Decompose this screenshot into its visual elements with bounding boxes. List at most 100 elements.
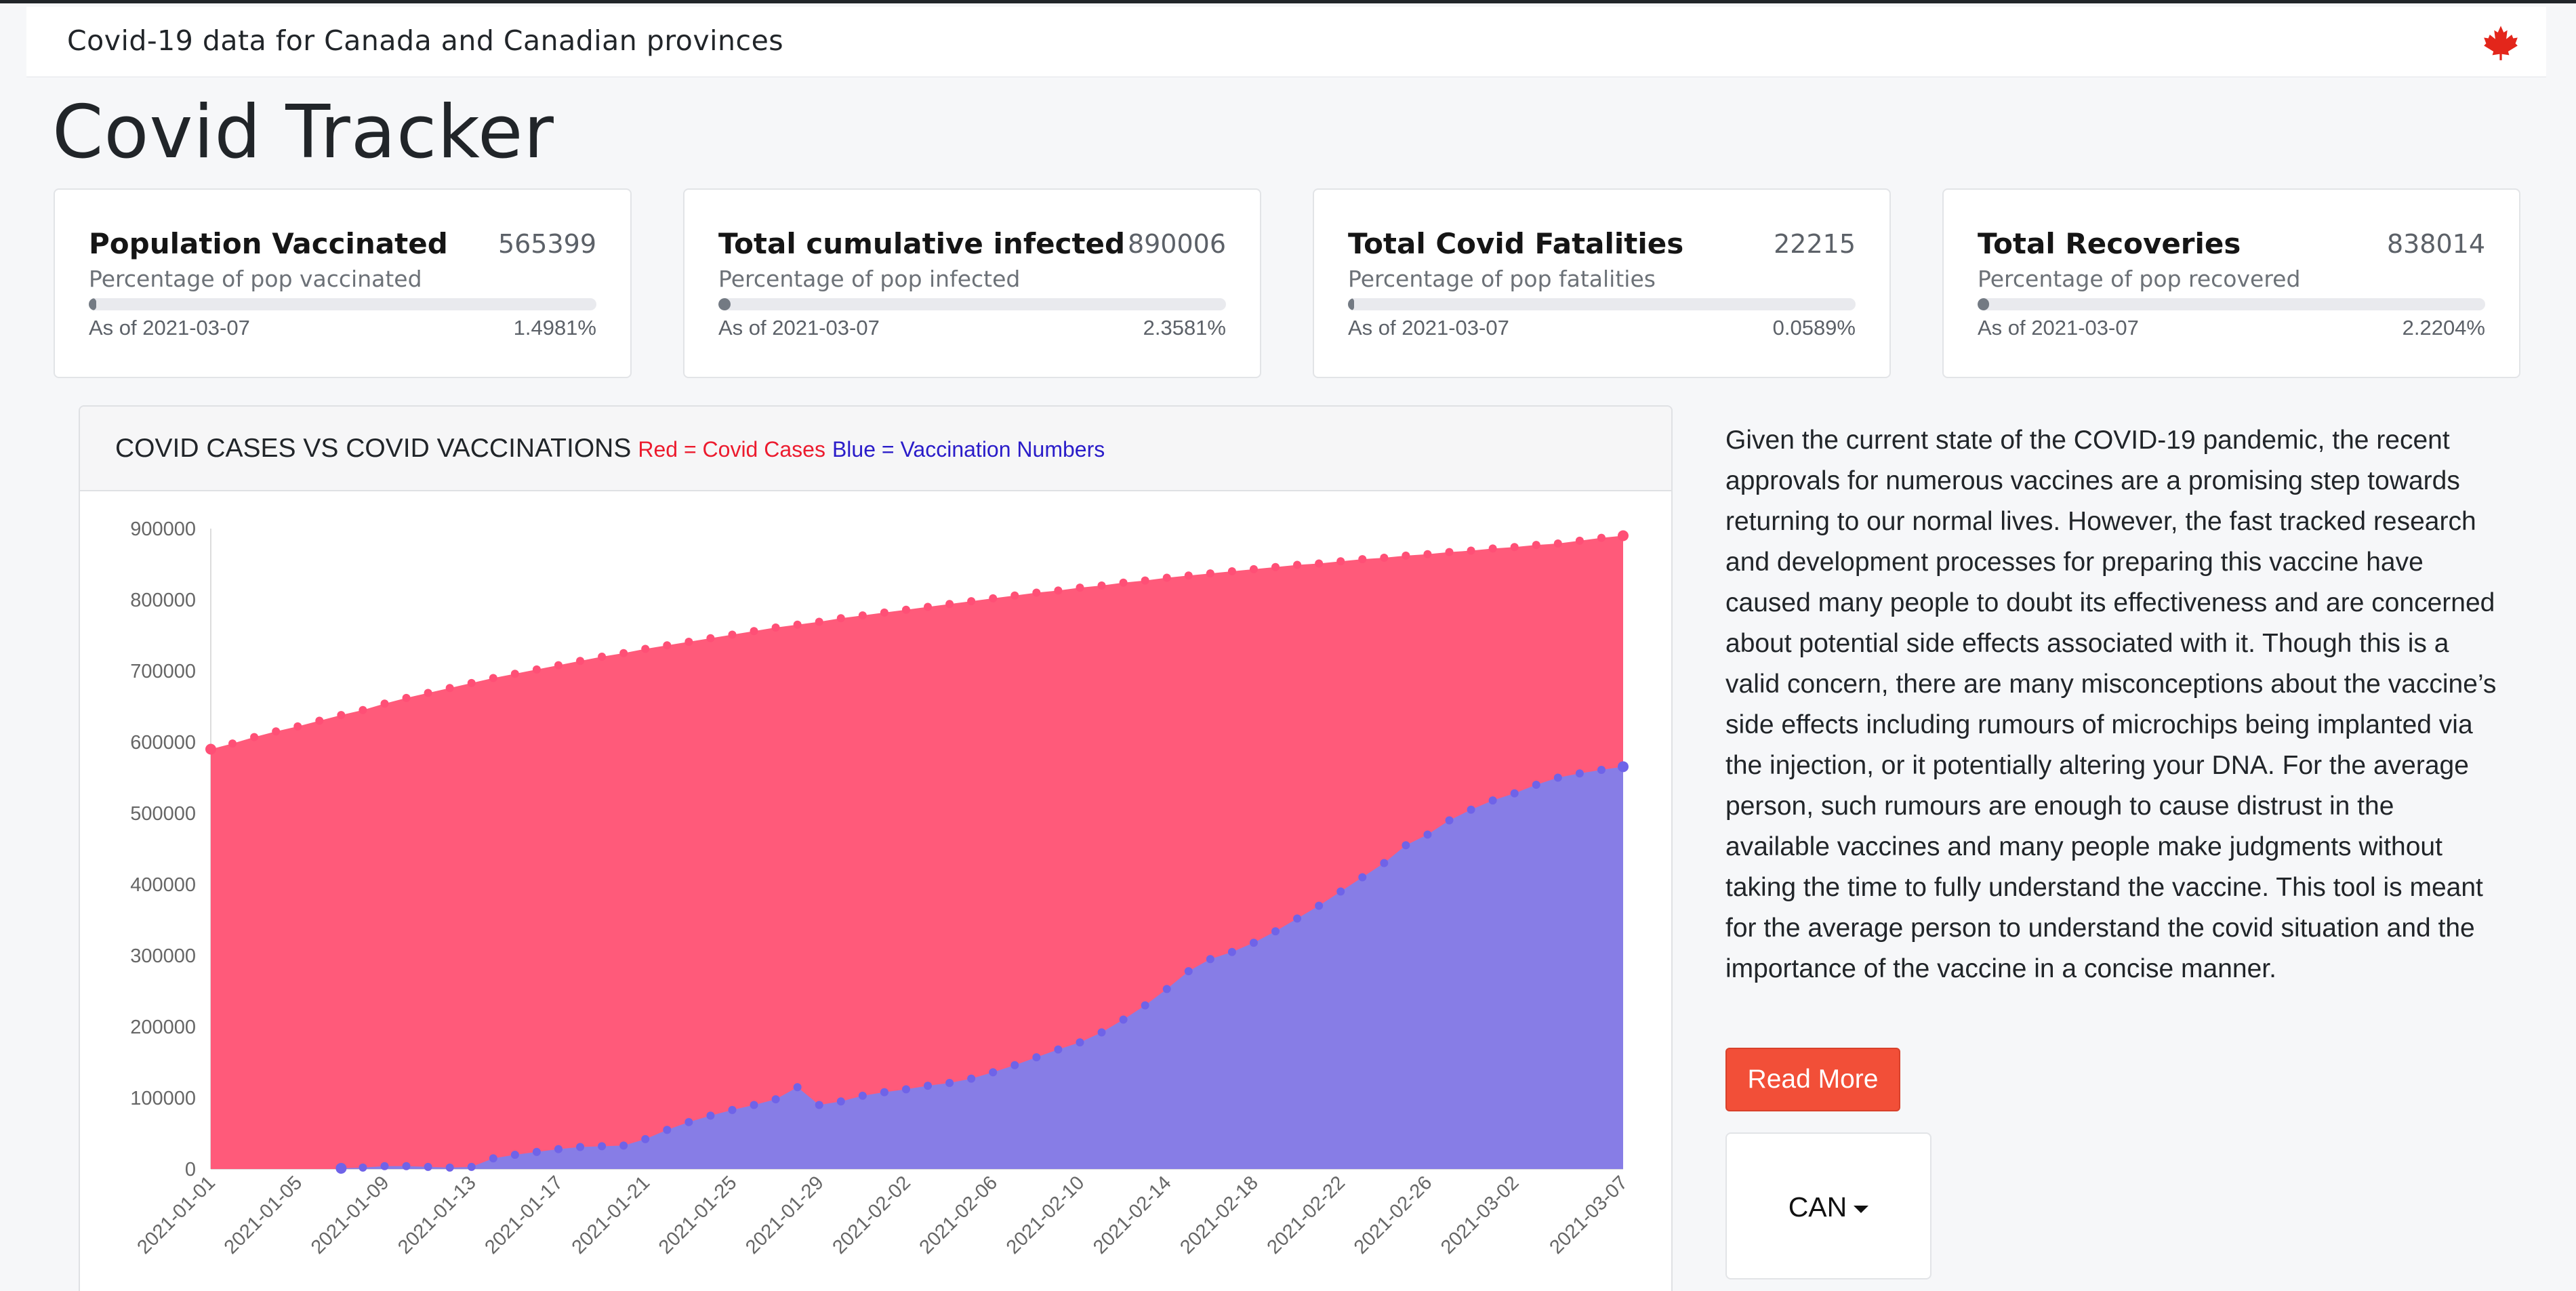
legend-red: Red = Covid Cases (638, 437, 825, 462)
vaccination-point (1097, 1028, 1106, 1037)
vaccination-point (924, 1082, 933, 1090)
cases-point (1423, 550, 1432, 558)
vaccination-point (1249, 939, 1258, 947)
vaccination-point (424, 1162, 432, 1171)
y-tick-label: 400000 (130, 874, 196, 896)
vaccination-point (1402, 841, 1410, 850)
vaccination-point (1271, 927, 1280, 936)
cases-point (1249, 565, 1258, 573)
page-title: Covid Tracker (52, 90, 554, 175)
chart-card: COVID CASES VS COVID VACCINATIONS Red = C… (79, 405, 1673, 1291)
cases-point (815, 617, 823, 626)
stat-card-fatalities: Total Covid Fatalities 22215 Percentage … (1313, 188, 1891, 378)
card-subtitle: Percentage of pop vaccinated (89, 266, 422, 292)
cases-point (1162, 573, 1171, 582)
cases-point (750, 627, 758, 636)
cases-vs-vaccinations-chart[interactable]: 0 100000 200000 300000 400000 500000 600000 700… (80, 491, 1673, 1291)
vaccination-point (1141, 1001, 1149, 1010)
y-tick-label: 800000 (130, 590, 196, 611)
vaccination-point (1553, 773, 1562, 782)
cases-point (1032, 588, 1041, 597)
card-value: 838014 (2386, 229, 2485, 259)
maple-leaf-icon[interactable] (2482, 24, 2519, 61)
progress-fill (89, 298, 97, 310)
y-tick-label: 500000 (130, 803, 196, 825)
cases-point (793, 620, 802, 629)
chart-header: COVID CASES VS COVID VACCINATIONS Red = C… (80, 407, 1671, 491)
y-tick-label: 0 (185, 1159, 196, 1181)
vaccination-point (684, 1118, 693, 1126)
cases-point (1575, 536, 1584, 545)
vaccination-point (1032, 1053, 1041, 1062)
cases-point (576, 657, 585, 665)
vaccination-point (641, 1134, 650, 1143)
cases-point (380, 699, 389, 708)
x-tick-label: 2021-02-26 (1350, 1172, 1437, 1258)
y-tick-label: 200000 (130, 1017, 196, 1038)
vaccination-point (1293, 914, 1302, 923)
card-percent: 2.2204% (2402, 316, 2485, 340)
card-percent: 0.0589% (1772, 316, 1856, 340)
cases-point (489, 674, 497, 682)
cases-point (1097, 581, 1106, 590)
cases-point (684, 637, 693, 646)
cases-point (771, 623, 780, 632)
cases-point (402, 693, 411, 702)
card-value: 890006 (1127, 229, 1226, 259)
vaccination-point (771, 1095, 780, 1104)
region-dropdown[interactable]: CAN (1727, 1191, 1930, 1223)
cases-point (1141, 576, 1149, 585)
cases-point (967, 597, 976, 606)
navbar-title[interactable]: Covid-19 data for Canada and Canadian pr… (67, 24, 784, 57)
cases-point (663, 641, 672, 650)
vaccination-point (1510, 789, 1519, 798)
stat-card-infected: Total cumulative infected 890006 Percent… (683, 188, 1261, 378)
caret-down-icon (1854, 1205, 1869, 1213)
cases-point (1271, 562, 1280, 571)
cases-point (641, 644, 650, 653)
vaccination-point (532, 1147, 541, 1156)
progress-bar (718, 298, 1226, 310)
progress-fill (1978, 298, 1989, 310)
chart-title: COVID CASES VS COVID VACCINATIONS (115, 434, 632, 463)
cases-point (1597, 533, 1606, 542)
read-more-button[interactable]: Read More (1725, 1048, 1900, 1111)
card-title: Total Covid Fatalities (1348, 227, 1684, 260)
cases-point (205, 743, 216, 755)
cases-point (924, 602, 933, 611)
vaccination-point (554, 1145, 563, 1153)
x-tick-label: 2021-02-02 (828, 1172, 915, 1258)
vaccination-point (1206, 955, 1214, 964)
progress-fill (718, 298, 731, 310)
vaccination-point (793, 1083, 802, 1092)
legend-blue: Blue = Vaccination Numbers (832, 437, 1105, 462)
vaccination-point (598, 1142, 607, 1151)
progress-bar (89, 298, 596, 310)
cases-point (1553, 539, 1562, 548)
cases-point (445, 684, 454, 693)
vaccination-point (989, 1068, 998, 1077)
vaccination-point (1532, 781, 1540, 789)
vaccination-point (380, 1162, 389, 1170)
vaccination-point (1597, 765, 1606, 774)
vaccination-point (1618, 761, 1629, 773)
vaccination-point (836, 1097, 845, 1106)
y-tick-label: 900000 (130, 518, 196, 540)
card-subtitle: Percentage of pop fatalities (1348, 266, 1656, 292)
cases-point (1618, 530, 1629, 541)
cases-point (989, 594, 998, 602)
cases-point (359, 705, 367, 714)
cases-point (1532, 541, 1540, 550)
vaccination-point (1467, 805, 1475, 814)
x-tick-label: 2021-01-25 (655, 1172, 741, 1258)
card-value: 565399 (497, 229, 596, 259)
cases-point (728, 630, 737, 639)
x-tick-label: 2021-01-05 (220, 1172, 307, 1258)
vaccination-point (880, 1088, 888, 1097)
cases-point (467, 678, 476, 687)
card-date: As of 2021-03-07 (89, 316, 250, 340)
cases-point (1336, 557, 1345, 566)
vaccination-point (1054, 1045, 1063, 1054)
x-tick-label: 2021-03-07 (1545, 1172, 1632, 1258)
cases-point (532, 665, 541, 674)
